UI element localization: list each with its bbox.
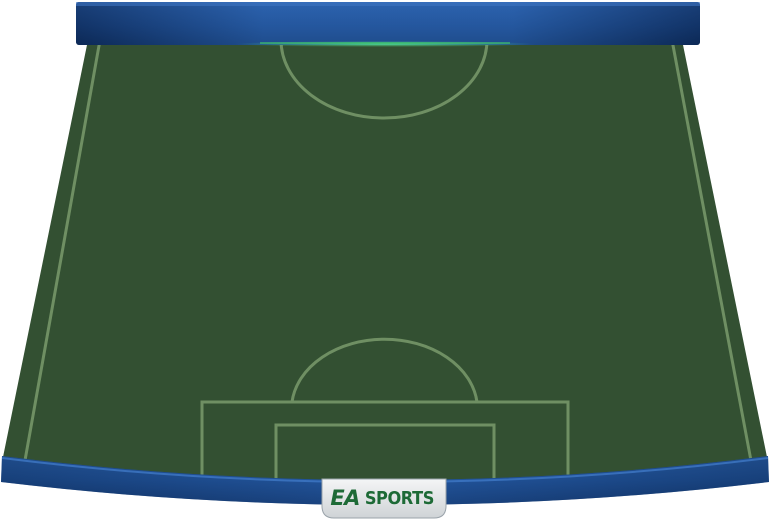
center-circle (279, 40, 489, 120)
brand-badge-bg (321, 478, 447, 519)
left-touchline (22, 40, 102, 467)
goal-area (274, 423, 496, 485)
penalty-arc (290, 337, 479, 403)
pitch-surface (2, 40, 768, 485)
penalty-box (200, 400, 570, 485)
pitch-markings (22, 40, 754, 485)
right-touchline (670, 40, 754, 467)
top-frame-bar (76, 2, 700, 47)
